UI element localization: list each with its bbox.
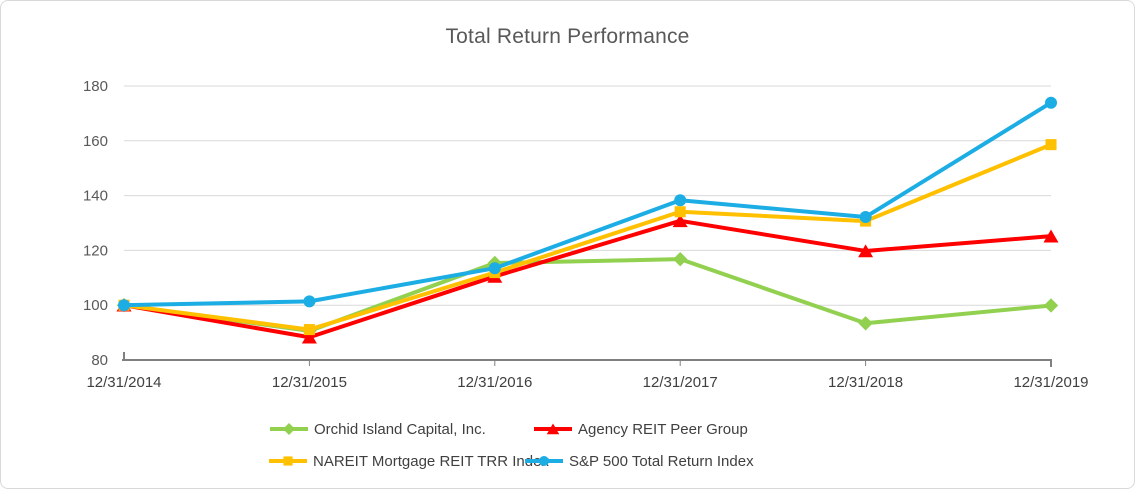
triangle-marker-icon bbox=[546, 423, 560, 435]
chart-title: Total Return Performance bbox=[445, 25, 690, 48]
circle-marker-icon bbox=[303, 295, 316, 308]
series-3 bbox=[118, 96, 1057, 312]
diamond-marker-icon bbox=[858, 316, 873, 331]
y-tick-label: 140 bbox=[83, 188, 108, 205]
series-line bbox=[122, 142, 1053, 332]
x-axis bbox=[122, 352, 1052, 367]
y-tick-label: 160 bbox=[83, 133, 108, 150]
triangle-marker-icon bbox=[301, 330, 317, 344]
y-axis-labels: 80 100 120 140 160 180 bbox=[83, 78, 108, 369]
x-tick-label: 12/31/2017 bbox=[643, 374, 718, 391]
triangle-marker-icon bbox=[672, 214, 688, 228]
triangle-marker-icon bbox=[1043, 229, 1059, 243]
legend-item-nareit-index: NAREIT Mortgage REIT TRR Index bbox=[268, 452, 549, 470]
circle-marker-icon bbox=[539, 456, 549, 466]
legend-label-orchid: Orchid Island Capital, Inc. bbox=[314, 420, 486, 438]
legend-item-agency-reit: Agency REIT Peer Group bbox=[533, 420, 748, 438]
square-marker-icon bbox=[674, 206, 686, 218]
square-marker-icon bbox=[1045, 139, 1057, 151]
legend-label-sp500-index: S&P 500 Total Return Index bbox=[569, 452, 754, 470]
legend-item-sp500-index: S&P 500 Total Return Index bbox=[524, 452, 754, 470]
series-line bbox=[122, 100, 1053, 308]
series-line bbox=[122, 218, 1053, 340]
legend-marker-square-icon bbox=[269, 456, 307, 466]
square-marker-icon bbox=[283, 456, 293, 466]
y-tick-label: 100 bbox=[83, 297, 108, 314]
legend-marker-triangle-icon bbox=[534, 423, 572, 435]
legend-label-agency-reit: Agency REIT Peer Group bbox=[578, 420, 748, 438]
legend-label-nareit-index: NAREIT Mortgage REIT TRR Index bbox=[313, 452, 549, 470]
x-tick-label: 12/31/2016 bbox=[457, 374, 532, 391]
series-line bbox=[122, 257, 1053, 333]
x-tick-label: 12/31/2015 bbox=[272, 374, 347, 391]
legend-marker-diamond-icon bbox=[270, 423, 308, 435]
legend-marker-circle-icon bbox=[525, 456, 563, 466]
x-tick-label: 12/31/2019 bbox=[1013, 374, 1088, 391]
y-tick-label: 120 bbox=[83, 242, 108, 259]
y-tick-label: 180 bbox=[83, 78, 108, 95]
circle-marker-icon bbox=[488, 262, 501, 275]
diamond-marker-icon bbox=[673, 251, 688, 267]
series-2 bbox=[118, 139, 1057, 336]
circle-marker-icon bbox=[1045, 96, 1057, 109]
y-tick-label: 80 bbox=[91, 352, 108, 369]
diamond-marker-icon bbox=[1043, 298, 1059, 313]
square-marker-icon bbox=[303, 324, 315, 336]
x-axis-labels: 12/31/2014 12/31/2015 12/31/2016 12/31/2017… bbox=[86, 374, 1088, 391]
x-tick-label: 12/31/2018 bbox=[828, 374, 903, 391]
series-0 bbox=[116, 251, 1059, 339]
gridlines bbox=[124, 85, 1051, 306]
x-tick-label: 12/31/2014 bbox=[86, 374, 161, 391]
circle-marker-icon bbox=[674, 194, 687, 207]
circle-marker-icon bbox=[859, 210, 872, 223]
diamond-marker-icon bbox=[283, 423, 295, 435]
circle-marker-icon bbox=[118, 299, 130, 312]
legend-item-orchid: Orchid Island Capital, Inc. bbox=[269, 420, 486, 438]
triangle-marker-icon bbox=[858, 244, 874, 258]
